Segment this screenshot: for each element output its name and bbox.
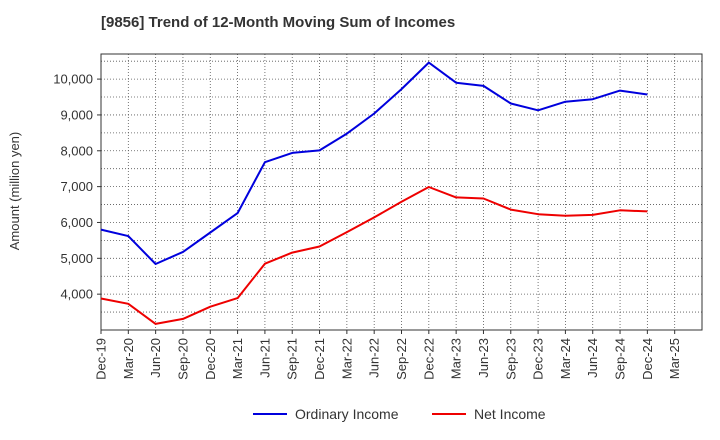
x-tick-label: Dec-21: [312, 338, 327, 380]
x-tick-label: Sep-20: [175, 338, 190, 380]
y-tick-label: 10,000: [53, 72, 93, 87]
x-tick-label: Dec-19: [94, 338, 109, 380]
x-tick-label: Mar-23: [449, 338, 464, 379]
x-tick-label: Mar-25: [667, 338, 682, 379]
x-axis: Dec-19 Mar-20 Jun-20 Sep-20 Dec-20 Mar-21 Jun-…: [94, 330, 682, 380]
x-tick-label: Sep-23: [503, 338, 518, 380]
x-tick-label: Jun-23: [476, 338, 491, 378]
y-axis-label: Amount (million yen): [7, 132, 22, 251]
x-tick-label: Dec-24: [640, 338, 655, 380]
y-tick-label: 4,000: [60, 287, 93, 302]
x-tick-label: Mar-22: [339, 338, 354, 379]
series-line-net-income: [100, 186, 648, 325]
grid-layer: [101, 54, 702, 330]
legend: Ordinary Income Net Income: [253, 406, 546, 422]
x-tick-label: Sep-22: [394, 338, 409, 380]
x-tick-label: Dec-23: [531, 338, 546, 380]
x-tick-label: Mar-20: [121, 338, 136, 379]
y-axis: 4,000 5,000 6,000 7,000 8,000 9,000 10,000: [53, 72, 101, 302]
x-tick-label: Dec-22: [421, 338, 436, 380]
series-layer: [100, 61, 648, 325]
y-tick-label: 6,000: [60, 215, 93, 230]
x-tick-label: Jun-22: [367, 338, 382, 378]
legend-label-net-income: Net Income: [474, 406, 546, 422]
y-tick-label: 5,000: [60, 251, 93, 266]
legend-label-ordinary-income: Ordinary Income: [295, 406, 399, 422]
x-tick-label: Jun-21: [257, 338, 272, 378]
y-tick-label: 9,000: [60, 107, 93, 122]
y-tick-label: 7,000: [60, 179, 93, 194]
x-tick-label: Jun-24: [585, 338, 600, 378]
series-line-ordinary-income: [100, 61, 648, 265]
x-tick-label: Sep-24: [613, 338, 628, 380]
chart-title: [9856] Trend of 12-Month Moving Sum of I…: [101, 14, 456, 31]
y-tick-label: 8,000: [60, 143, 93, 158]
x-tick-label: Dec-20: [203, 338, 218, 380]
x-tick-label: Sep-21: [285, 338, 300, 380]
x-tick-label: Mar-24: [558, 338, 573, 379]
x-tick-label: Mar-21: [230, 338, 245, 379]
x-tick-label: Jun-20: [148, 338, 163, 378]
